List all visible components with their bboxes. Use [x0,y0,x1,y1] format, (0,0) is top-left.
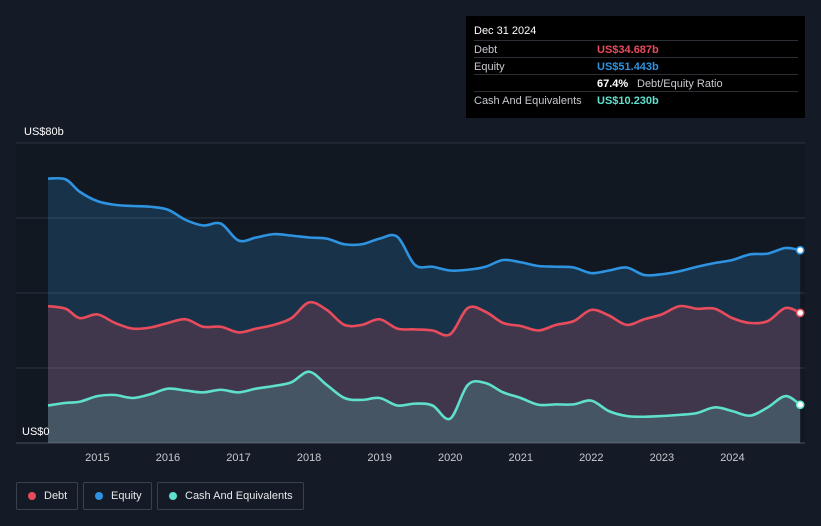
legend-item-equity[interactable]: Equity [83,482,152,510]
series-layer [47,176,805,444]
legend-dot-equity [95,492,103,500]
x-tick-label: 2020 [438,452,462,464]
tooltip-row-ratio: 67.4% Debt/Equity Ratio [474,74,798,92]
tooltip-debt-label: Debt [474,44,498,56]
tooltip-row-equity: Equity US$51.443b [474,57,798,75]
y-axis-bottom-label: US$0 [22,426,50,438]
endpoint-debt [795,308,805,318]
tooltip-ratio-value: 67.4% [597,78,629,90]
tooltip-cash-label: Cash And Equivalents [474,95,582,107]
grid-lines [16,142,805,444]
x-tick-label: 2015 [85,452,109,464]
line-cash-and-equivalents [47,370,801,421]
x-tick-label: 2022 [579,452,603,464]
tooltip-equity-value: US$51.443b [597,61,659,73]
legend-label-equity: Equity [111,490,142,502]
y-axis-top-label: US$80b [24,126,64,138]
tooltip-cash-value: US$10.230b [597,95,659,107]
x-tick-label: 2021 [509,452,533,464]
x-tick-label: 2023 [650,452,674,464]
tooltip-panel: Dec 31 2024 Debt US$34.687b Equity US$51… [466,16,805,118]
x-axis-ticks: 2015 2016 2017 2018 2019 2020 2021 2022 2023 2024 [85,452,745,464]
legend-dot-debt [28,492,36,500]
tooltip-ratio-label: Debt/Equity Ratio [637,78,723,90]
legend-dot-cash [169,492,177,500]
x-tick-label: 2016 [156,452,180,464]
tooltip-date: Dec 31 2024 [474,25,537,37]
area-cash-and-equivalents [48,371,801,443]
legend-item-debt[interactable]: Debt [16,482,78,510]
endpoint-equity [795,245,805,255]
tooltip-row-cash: Cash And Equivalents US$10.230b [474,91,798,109]
x-tick-label: 2024 [720,452,744,464]
area-debt [48,302,801,443]
endpoint-cash-and-equivalents [795,400,805,410]
x-tick-label: 2018 [297,452,321,464]
x-tick-label: 2019 [367,452,391,464]
legend-label-debt: Debt [44,490,68,502]
chart-svg: 2015 2016 2017 2018 2019 2020 2021 2022 2023 2024… [16,126,805,464]
tooltip-equity-label: Equity [474,61,505,73]
legend-item-cash[interactable]: Cash And Equivalents [157,482,304,510]
legend-label-cash: Cash And Equivalents [185,490,293,502]
tooltip-debt-value: US$34.687b [597,44,659,56]
x-tick-label: 2017 [226,452,250,464]
line-equity [47,176,801,277]
tooltip-row-debt: Debt US$34.687b [474,40,798,58]
area-equity [48,178,801,444]
line-debt [47,300,801,337]
